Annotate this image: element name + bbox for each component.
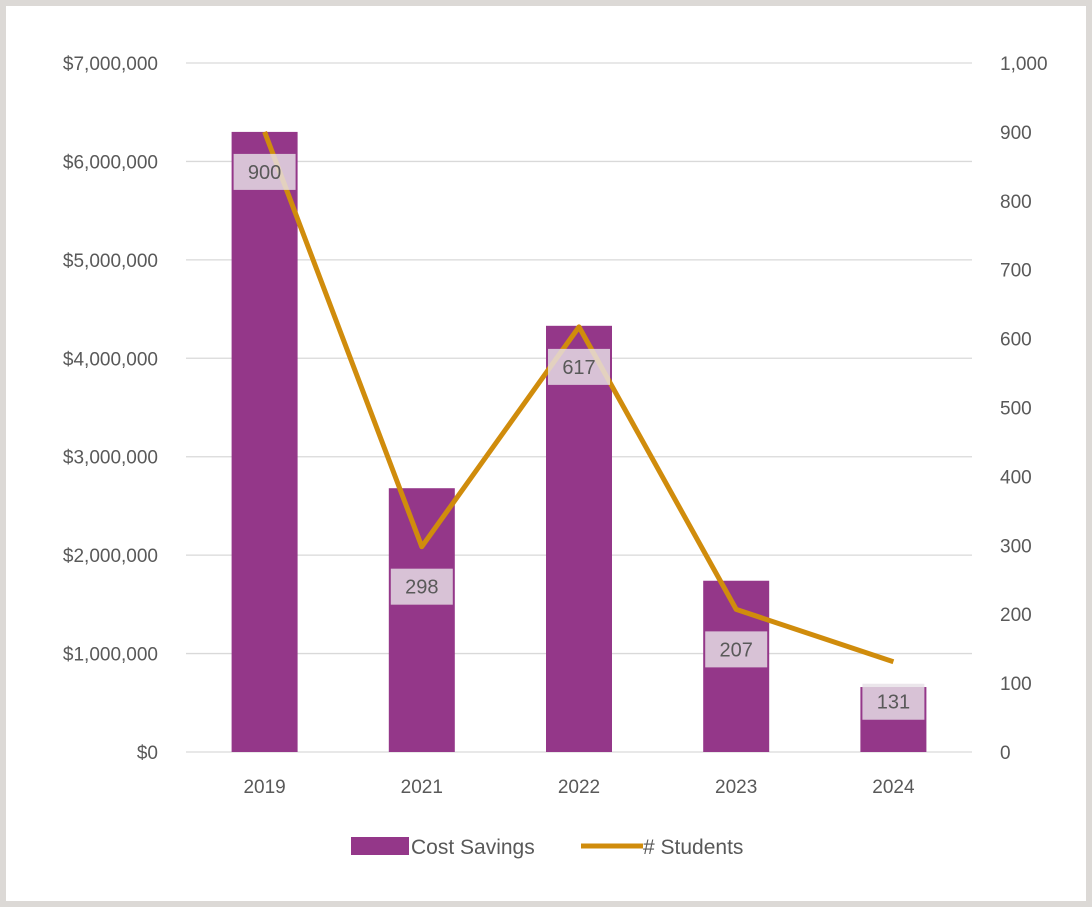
data-label-box <box>390 568 453 605</box>
right-tick-label: 900 <box>1000 123 1032 144</box>
right-tick-label: 800 <box>1000 192 1032 213</box>
left-tick-label: $0 <box>137 743 158 764</box>
data-label-students-2021: 298 <box>405 577 438 599</box>
bar-cost-savings-2021 <box>388 488 455 752</box>
x-axis-ticks: 2019 2021 2022 2023 2024 <box>243 777 915 798</box>
right-tick-label: 0 <box>1000 743 1011 764</box>
data-label-students-2023: 207 <box>720 639 753 661</box>
x-tick-label: 2019 <box>243 777 285 798</box>
students-series-line <box>262 131 895 665</box>
right-tick-label: 300 <box>1000 536 1032 557</box>
bar-cost-savings-2019 <box>231 131 298 752</box>
right-tick-label: 1,000 <box>1000 54 1048 75</box>
left-tick-label: $5,000,000 <box>63 251 158 272</box>
data-label-students-2024: 131 <box>877 692 910 714</box>
right-tick-label: 700 <box>1000 261 1032 282</box>
right-tick-label: 600 <box>1000 330 1032 351</box>
legend: Cost Savings # Students <box>351 836 743 859</box>
x-tick-label: 2021 <box>401 777 443 798</box>
data-label-students-2019: 900 <box>248 162 281 184</box>
combo-chart: $0 $1,000,000 $2,000,000 $3,000,000 $4,000,0… <box>63 54 1048 859</box>
left-axis-ticks: $0 $1,000,000 $2,000,000 $3,000,000 $4,000,0… <box>63 54 158 764</box>
data-label-students-2022: 617 <box>562 357 595 379</box>
left-tick-label: $7,000,000 <box>63 54 158 75</box>
data-label-box <box>705 631 768 668</box>
cost-savings-bars <box>231 131 927 752</box>
data-label-box <box>233 153 296 190</box>
legend-label-students: # Students <box>643 836 743 859</box>
bar-cost-savings-2022 <box>546 325 612 752</box>
left-tick-label: $6,000,000 <box>63 152 158 173</box>
left-tick-label: $1,000,000 <box>63 645 158 666</box>
data-label-box <box>862 683 925 720</box>
right-tick-label: 200 <box>1000 605 1032 626</box>
right-axis-ticks: 0 100 200 300 400 500 600 700 800 900 1,000 <box>1000 54 1048 764</box>
x-tick-label: 2024 <box>872 777 915 798</box>
legend-label-cost-savings: Cost Savings <box>411 836 535 859</box>
right-tick-label: 500 <box>1000 399 1032 420</box>
legend-swatch-cost-savings <box>351 837 409 855</box>
left-tick-label: $2,000,000 <box>63 546 158 567</box>
data-label-box <box>548 348 610 385</box>
right-tick-label: 400 <box>1000 467 1032 488</box>
students-line <box>262 131 895 665</box>
x-tick-label: 2023 <box>715 777 757 798</box>
right-tick-label: 100 <box>1000 674 1032 695</box>
x-tick-label: 2022 <box>558 777 600 798</box>
left-tick-label: $3,000,000 <box>63 448 158 469</box>
left-tick-label: $4,000,000 <box>63 349 158 370</box>
chart-frame: $0 $1,000,000 $2,000,000 $3,000,000 $4,000,0… <box>6 6 1086 901</box>
data-labels: 900 298 617 207 131 <box>233 153 925 720</box>
